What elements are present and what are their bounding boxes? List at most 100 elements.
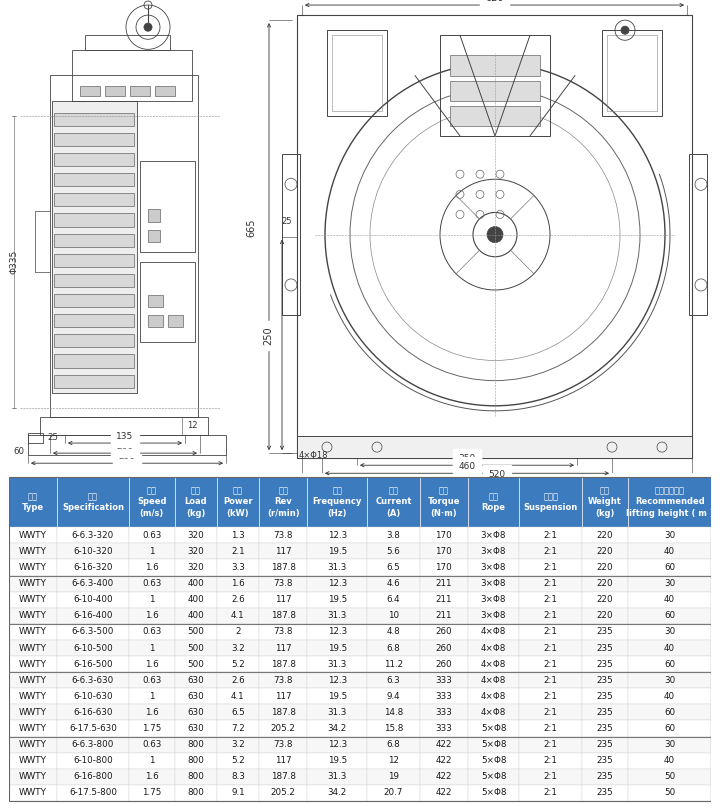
Bar	[420, 608, 468, 624]
Bar	[259, 769, 307, 785]
Text: 2: 2	[235, 628, 240, 637]
Bar	[468, 591, 519, 608]
Bar	[468, 672, 519, 688]
Bar	[607, 36, 657, 111]
Text: 6-17.5-800: 6-17.5-800	[69, 788, 117, 798]
Text: 1: 1	[149, 547, 155, 556]
Bar	[450, 106, 540, 126]
Bar	[307, 721, 367, 736]
Text: 2:1: 2:1	[544, 579, 557, 588]
Text: 转矩
Torque
(N·m): 转矩 Torque (N·m)	[428, 486, 460, 518]
Bar	[129, 705, 175, 721]
Bar	[582, 769, 628, 785]
Bar	[175, 721, 217, 736]
Text: 7.2: 7.2	[231, 724, 245, 733]
Text: 800: 800	[187, 773, 204, 781]
Bar	[217, 608, 259, 624]
Bar	[582, 736, 628, 752]
Text: 320: 320	[187, 547, 204, 556]
Bar	[628, 705, 711, 721]
Text: 31.3: 31.3	[328, 708, 347, 717]
Bar	[54, 354, 134, 367]
Text: 73.8: 73.8	[274, 740, 293, 749]
Bar	[519, 477, 582, 527]
Bar	[54, 173, 134, 186]
Text: 2:1: 2:1	[544, 547, 557, 556]
Text: 25: 25	[282, 217, 292, 226]
Bar	[367, 688, 420, 705]
Text: 290: 290	[118, 452, 135, 461]
Text: WWTY: WWTY	[19, 563, 47, 572]
Bar	[519, 769, 582, 785]
Text: 0.63: 0.63	[142, 676, 161, 684]
Bar	[519, 688, 582, 705]
Text: 500: 500	[187, 628, 204, 637]
Text: 1.6: 1.6	[231, 579, 245, 588]
Text: 60: 60	[664, 659, 675, 668]
Bar	[259, 624, 307, 640]
Bar	[307, 624, 367, 640]
Text: 40: 40	[664, 756, 675, 765]
Bar	[468, 608, 519, 624]
Bar	[468, 721, 519, 736]
Text: WWTY: WWTY	[19, 788, 47, 798]
Bar	[217, 688, 259, 705]
Bar	[628, 591, 711, 608]
Text: 1.6: 1.6	[145, 708, 158, 717]
Bar	[297, 15, 692, 458]
Text: 333: 333	[436, 676, 452, 684]
Text: 40: 40	[664, 692, 675, 701]
Text: WWTY: WWTY	[19, 708, 47, 717]
Text: 200: 200	[117, 442, 134, 451]
Text: 500: 500	[187, 659, 204, 668]
Text: 1: 1	[149, 692, 155, 701]
Bar	[628, 656, 711, 672]
Text: 12.3: 12.3	[328, 740, 347, 749]
Bar	[307, 688, 367, 705]
Text: 235: 235	[597, 788, 613, 798]
Bar	[259, 477, 307, 527]
Text: 5×Φ8: 5×Φ8	[481, 724, 506, 733]
Text: 400: 400	[187, 579, 204, 588]
Bar	[628, 672, 711, 688]
Text: 10: 10	[388, 612, 399, 621]
Text: 电引比
Suspension: 电引比 Suspension	[523, 492, 577, 512]
Text: 19.5: 19.5	[328, 547, 347, 556]
Bar	[259, 544, 307, 560]
Bar	[175, 544, 217, 560]
Bar	[420, 736, 468, 752]
Bar	[307, 736, 367, 752]
Bar	[367, 752, 420, 769]
Bar	[582, 672, 628, 688]
Bar	[519, 752, 582, 769]
Bar	[259, 608, 307, 624]
Bar	[129, 608, 175, 624]
Bar	[519, 560, 582, 575]
Bar	[57, 527, 129, 544]
Text: 2:1: 2:1	[544, 659, 557, 668]
Bar	[420, 705, 468, 721]
Bar	[217, 705, 259, 721]
Bar	[468, 640, 519, 656]
Text: 117: 117	[275, 692, 292, 701]
Bar	[468, 560, 519, 575]
Bar	[307, 591, 367, 608]
Bar	[9, 705, 57, 721]
Text: 187.8: 187.8	[271, 708, 296, 717]
Bar	[307, 752, 367, 769]
Text: 6-16-800: 6-16-800	[73, 773, 113, 781]
Bar	[168, 316, 183, 328]
Bar	[420, 785, 468, 801]
Bar	[54, 153, 134, 166]
Text: 800: 800	[187, 756, 204, 765]
Bar	[420, 721, 468, 736]
Bar	[85, 36, 170, 50]
Text: 50: 50	[664, 788, 675, 798]
Bar	[9, 477, 57, 527]
Text: 6-10-320: 6-10-320	[73, 547, 113, 556]
Bar	[217, 527, 259, 544]
Bar	[282, 154, 300, 316]
Bar	[297, 436, 692, 458]
Text: 5×Φ8: 5×Φ8	[481, 740, 506, 749]
Text: 3×Φ8: 3×Φ8	[481, 547, 506, 556]
